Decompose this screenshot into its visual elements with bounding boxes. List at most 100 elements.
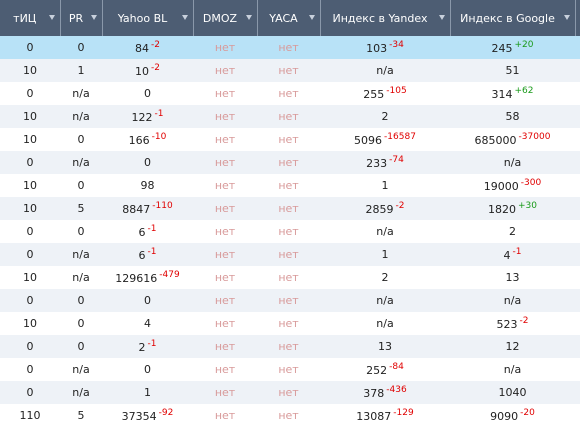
cell-delta: -92: [158, 408, 174, 418]
table-cell-extra: [575, 289, 580, 312]
table-cell: 2: [509, 225, 516, 238]
table-row[interactable]: 0 n/a 6 -1 нет нет 1 4 -1: [0, 243, 580, 266]
column-header[interactable]: Индекс в Google: [450, 0, 576, 36]
table-cell: 10: [23, 271, 37, 284]
cell-delta: -300: [520, 178, 542, 188]
table-cell: 0: [0, 381, 60, 404]
table-cell: n/a: [60, 105, 102, 128]
column-header[interactable]: PR: [60, 0, 103, 36]
table-cell: нет: [193, 289, 257, 312]
table-cell: 13: [505, 271, 520, 284]
table-body: 0 0 84 -2 нет нет 103 -34 245 +20 10 1 10 -2 нет нет n/a…: [0, 36, 580, 427]
table-cell: 314 +62: [450, 82, 575, 105]
table-cell: 110: [19, 409, 41, 422]
cell-value: 129616: [115, 272, 158, 285]
column-header-extra: [575, 0, 580, 36]
table-cell: 4 -1: [450, 243, 575, 266]
table-row[interactable]: 0 n/a 0 нет нет 255 -105 314 +62: [0, 82, 580, 105]
table-row[interactable]: 0 n/a 1 нет нет 378 -436 1040: [0, 381, 580, 404]
table-cell: нет: [214, 271, 236, 284]
table-cell: нет: [257, 151, 320, 174]
table-cell-extra: [575, 174, 580, 197]
table-row[interactable]: 0 0 2 -1 нет нет 13 12: [0, 335, 580, 358]
column-header[interactable]: Индекс в Yandex: [320, 0, 451, 36]
table-row[interactable]: 0 n/a 0 нет нет 252 -84 n/a: [0, 358, 580, 381]
table-cell: 0: [77, 317, 85, 330]
table-cell-extra: [575, 82, 580, 105]
table-cell: 12: [450, 335, 575, 358]
table-row[interactable]: 10 1 10 -2 нет нет n/a 51: [0, 59, 580, 82]
table-cell: 685000 -37000: [450, 128, 575, 151]
table-cell: нет: [193, 36, 257, 59]
table-cell: нет: [278, 133, 299, 146]
table-cell: 0: [144, 363, 151, 376]
table-cell: 10: [23, 133, 37, 146]
table-cell: 0: [77, 225, 85, 238]
table-cell: 10: [23, 179, 37, 192]
table-cell: нет: [278, 363, 299, 376]
column-header[interactable]: тИЦ: [0, 0, 61, 36]
cell-delta: -2: [395, 201, 405, 211]
cell-value: 8847: [122, 203, 151, 216]
table-row[interactable]: 10 n/a 129616 -479 нет нет 2 13: [0, 266, 580, 289]
table-row[interactable]: 10 0 166 -10 нет нет 5096 -16587 685000 -37000: [0, 128, 580, 151]
table-cell: нет: [214, 179, 236, 192]
table-row[interactable]: 10 0 98 нет нет 1 19000 -300: [0, 174, 580, 197]
table-cell: 10 -2: [102, 59, 193, 82]
table-cell: 0: [102, 289, 193, 312]
column-header[interactable]: DMOZ: [193, 0, 258, 36]
table-row[interactable]: 0 0 6 -1 нет нет n/a 2: [0, 220, 580, 243]
table-cell: 19000 -300: [450, 174, 575, 197]
table-cell: 1: [381, 179, 389, 192]
table-cell: нет: [193, 59, 257, 82]
table-cell: 252 -84: [320, 358, 450, 381]
table-cell: нет: [193, 151, 257, 174]
table-cell: 0: [0, 36, 60, 59]
table-cell: n/a: [60, 151, 102, 174]
column-header[interactable]: Yahoo BL: [102, 0, 194, 36]
table-row[interactable]: 10 n/a 122 -1 нет нет 2 58: [0, 105, 580, 128]
table-cell: нет: [193, 381, 257, 404]
table-cell-extra: [575, 197, 580, 220]
table-cell: 37354 -92: [102, 404, 193, 427]
table-row[interactable]: 10 5 8847 -110 нет нет 2859 -2 1820 +30: [0, 197, 580, 220]
table-cell: 103 -34: [320, 36, 450, 59]
table-row[interactable]: 0 n/a 0 нет нет 233 -74 n/a: [0, 151, 580, 174]
table-cell: 378 -436: [320, 381, 450, 404]
table-cell: n/a: [450, 151, 575, 174]
cell-delta: -84: [389, 362, 404, 372]
table-row[interactable]: 0 0 0 нет нет n/a n/a: [0, 289, 580, 312]
table-cell: 0: [26, 225, 34, 238]
cell-value: 6: [138, 249, 146, 262]
table-cell: 2859 -2: [320, 197, 450, 220]
table-cell: n/a: [376, 317, 394, 330]
cell-value: 6: [138, 226, 146, 239]
table-cell: 2: [381, 271, 389, 284]
table-cell: 0: [144, 87, 151, 100]
table-row[interactable]: 110 5 37354 -92 нет нет 13087 -129 9090 -20: [0, 404, 580, 427]
column-header[interactable]: YACA: [257, 0, 321, 36]
table-cell: 2: [320, 105, 450, 128]
table-cell-extra: [575, 36, 580, 59]
cell-value: 103: [366, 42, 388, 55]
cell-delta: -10: [151, 132, 167, 142]
cell-delta: -479: [159, 270, 180, 280]
table-cell: нет: [278, 271, 299, 284]
table-cell-extra: [575, 105, 580, 128]
cell-value: 9090: [490, 410, 519, 423]
table-row[interactable]: 0 0 84 -2 нет нет 103 -34 245 +20: [0, 36, 580, 59]
table-cell: n/a: [60, 381, 102, 404]
table-cell: 0: [0, 243, 60, 266]
table-cell: нет: [193, 243, 257, 266]
table-cell: нет: [257, 289, 320, 312]
table-cell: нет: [257, 36, 320, 59]
cell-value: 252: [366, 364, 388, 377]
table-cell: 98: [140, 179, 155, 192]
table-row[interactable]: 10 0 4 нет нет n/a 523 -2: [0, 312, 580, 335]
table-cell-extra: [575, 220, 580, 243]
table-cell: 10: [0, 59, 60, 82]
table-cell: 8847 -110: [102, 197, 193, 220]
table-cell: 0: [0, 151, 60, 174]
table-cell: n/a: [320, 59, 450, 82]
